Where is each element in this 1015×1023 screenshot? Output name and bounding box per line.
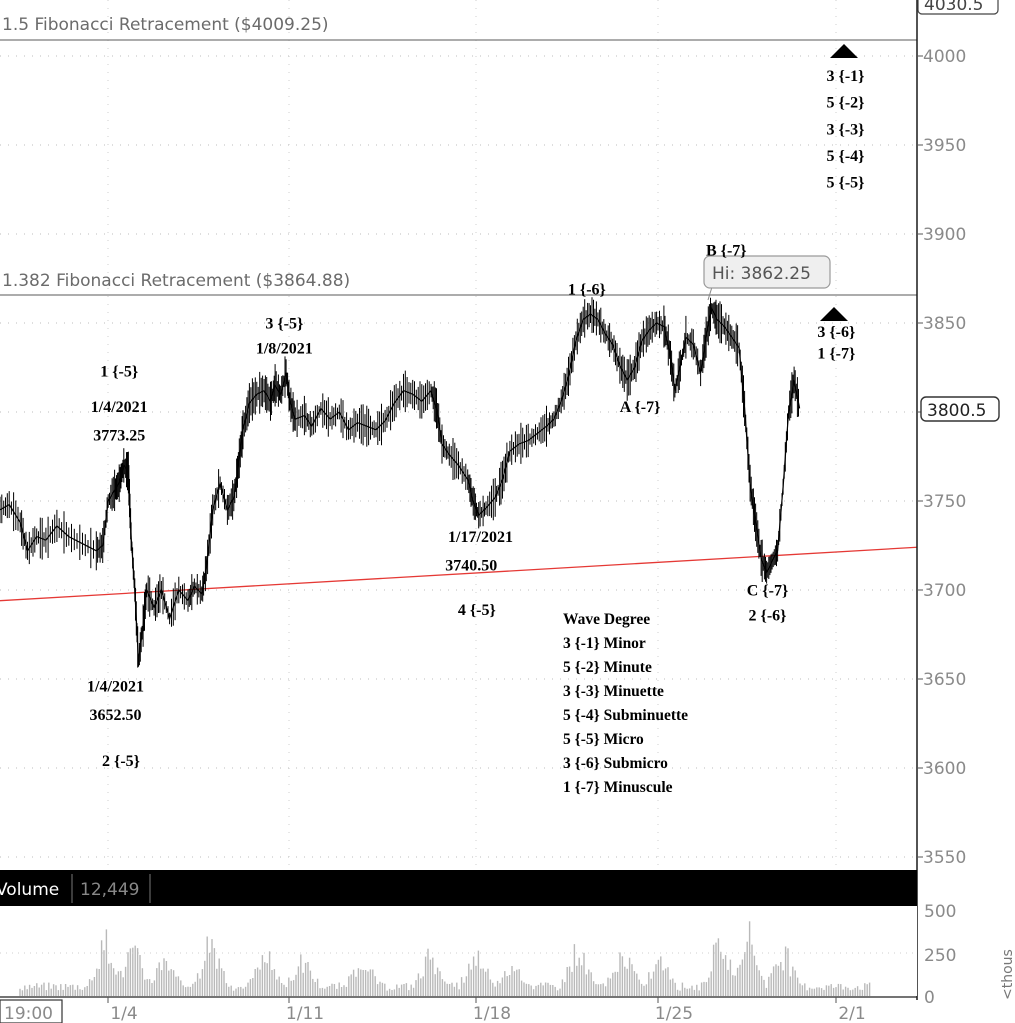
wave-labels: 1 {-5} 1/4/2021 3773.25 3 {-5} 1/8/2021 1/4/2… [87,68,864,770]
y-tick-label: 4000 [923,47,966,67]
legend-item: 5 {-4} Subminuette [563,707,688,724]
y-tick-label: 3950 [923,136,966,156]
wave-label: 1 {-5} [100,363,138,380]
up-triangle-icon [820,307,848,321]
wave-label: 1/4/2021 [87,679,144,696]
wave-label: 5 {-5} [827,175,865,192]
x-tick-label: 1/4 [110,1004,137,1023]
y-axis-ticks: 3550360036503700375038003850390039504000 [917,47,966,868]
volume-axis-label: <thous [1000,949,1015,1000]
legend-title: Wave Degree [563,611,650,628]
legend-item: 5 {-2} Minute [563,659,652,676]
wave-label: 3 {-5} [265,315,303,332]
fib-label-1-5: 1.5 Fibonacci Retracement ($4009.25) [2,15,329,35]
wave-label: 1/4/2021 [91,399,148,416]
last-price-text: 3800.5 [927,401,986,421]
y-tick-label: 3900 [923,225,966,245]
svg-text:4030.5: 4030.5 [924,0,983,15]
x-tick-label: 1/18 [473,1004,511,1023]
wave-label: C {-7} [747,582,789,599]
y-axis-panel [917,0,1015,870]
volume-tick: 250 [924,946,956,966]
wave-label: 1/17/2021 [448,529,513,546]
vertical-grid [107,0,837,870]
fib-label-1-382: 1.382 Fibonacci Retracement ($3864.88) [2,271,350,291]
y-tick-label: 3650 [923,670,966,690]
legend-item: 3 {-6} Submicro [563,755,668,772]
x-axis-start-label: 19:00 [4,1004,53,1023]
wave-label: 2 {-5} [102,753,140,770]
wave-label: 1 {-6} [568,282,606,299]
x-tick-label: 1/25 [655,1004,693,1023]
x-tick-label: 1/11 [286,1004,324,1023]
x-axis-start-badge [0,999,63,1023]
up-triangle-icon [830,44,858,58]
y-tick-label: 3600 [923,759,966,779]
y-tick-label: 3850 [923,314,966,334]
wave-label: 1 {-7} [817,346,855,363]
high-callout-text: Hi: 3862.25 [712,264,811,284]
top-partial-price-label: 4030.5 [917,0,999,15]
y-tick-label: 3550 [923,848,966,868]
volume-tick: 0 [924,988,935,1008]
x-axis-ticks: 1/4 1/11 1/18 1/25 2/1 [107,997,866,1023]
wave-label: 3 {-6} [817,324,855,341]
high-callout: Hi: 3862.25 [703,255,831,301]
y-tick-label: 3750 [923,492,966,512]
legend-item: 3 {-3} Minuette [563,683,664,700]
y-tick-label: 3700 [923,581,966,601]
grid [0,55,917,858]
last-price-badge: 3800.5 [920,396,1000,422]
wave-label: 3740.50 [445,557,497,574]
wave-label: 3773.25 [93,428,145,445]
wave-label: 5 {-4} [827,148,865,165]
volume-bars [19,921,871,996]
wave-label: 5 {-2} [827,95,865,112]
legend-item: 3 {-1} Minor [563,635,646,652]
wave-label: B {-7} [706,242,747,259]
wave-label: 3652.50 [90,707,142,724]
price-bars [0,297,799,668]
legend-item: 1 {-7} Minuscule [563,779,673,796]
volume-label: Volume [0,880,59,900]
wave-label: 3 {-3} [827,121,865,138]
volume-tick: 500 [924,902,956,922]
x-tick-label: 2/1 [838,1004,865,1023]
wave-degree-legend: Wave Degree 3 {-1} Minor 5 {-2} Minute 3… [563,611,688,796]
volume-value: 12,449 [80,880,139,900]
wave-label: 3 {-1} [827,68,865,85]
wave-label: 1/8/2021 [256,340,313,357]
wave-label: A {-7} [620,399,661,416]
wave-label: 2 {-6} [749,607,787,624]
wave-label: 4 {-5} [458,602,496,619]
legend-item: 5 {-5} Micro [563,731,644,748]
volume-header [0,870,917,906]
